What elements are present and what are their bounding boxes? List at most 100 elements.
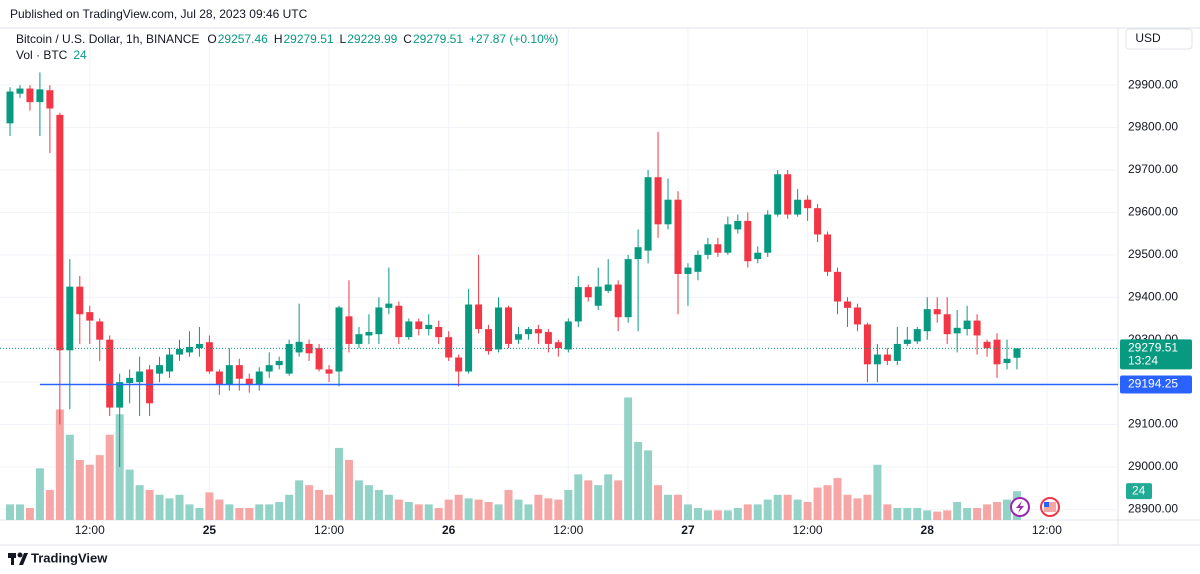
candle-body [594,286,602,306]
candle-body [784,174,792,215]
candle-body [465,304,473,372]
volume-bar [205,492,214,520]
volume-bar [145,489,154,520]
candle-body [6,91,14,124]
candle-body [614,284,622,318]
volume-bar [265,504,274,520]
volume-bar [195,507,204,520]
volume-bar [35,468,44,520]
x-tick-label: 28 [921,523,935,537]
candle-body [993,339,1001,365]
candle-body [205,342,213,372]
candle-body [365,332,373,336]
volume-bar [683,504,692,520]
volume-bar [843,494,852,520]
volume-bar [434,507,443,520]
y-tick-label: 29500.00 [1128,247,1178,261]
x-tick-label: 27 [681,523,695,537]
candle-body [445,337,453,358]
volume-bar [225,504,234,520]
candle-body [395,305,403,338]
volume-bar [394,499,403,520]
candle-body [325,369,333,374]
candle-body [56,114,64,351]
candle-body [245,378,253,385]
volume-bar [344,459,353,520]
candle-body [843,301,851,308]
candle-body [544,332,552,344]
volume-bar [444,499,453,520]
volume-bar [155,494,164,520]
candle-body [624,259,632,318]
event-icon-bolt [1016,501,1024,513]
volume-bar [544,498,553,520]
candle-body [96,321,104,340]
candle-body [524,329,532,335]
candle-body [136,371,144,383]
candle-body [873,354,881,365]
candle-body [16,88,24,94]
volume-bar [703,510,712,520]
candle-body [116,382,124,408]
x-tick-label: 12:00 [1032,523,1062,537]
volume-bar [673,494,682,520]
candle-body [724,224,732,253]
volume-bar [275,501,284,520]
candle-body [435,326,443,338]
volume-bar [534,494,543,520]
volume-bar [923,510,932,520]
candle-body [963,320,971,330]
volume-bar [15,504,24,520]
volume-bar [983,504,992,520]
volume-bar [384,494,393,520]
volume-bar [354,480,363,520]
candle-body [455,357,463,372]
volume-bar [255,504,264,520]
candle-body [285,343,293,374]
volume-title: Vol · BTC [16,48,68,62]
currency[interactable]: USD [1135,31,1161,45]
volume-bar [504,489,513,520]
volume-bar [963,507,972,520]
volume-bar [873,464,882,520]
candle-body [235,365,243,379]
volume-bar [943,510,952,520]
candle-body [46,90,54,109]
volume-value-label: 24 [1132,483,1146,497]
volume-bar [95,455,104,520]
candle-body [893,343,901,361]
candle-body [933,309,941,315]
volume-bar [484,501,493,520]
candle-body [315,348,323,370]
volume-bar [614,480,623,520]
candle-body [345,316,353,344]
volume-bar [634,441,643,520]
volume-bar [414,504,423,520]
candle-body [973,320,981,336]
volume-bar [6,504,14,520]
volume-bar [454,494,463,520]
candle-body [863,324,871,365]
candle-body [554,342,562,349]
candle-body [953,327,961,334]
volume-bar [564,489,573,520]
volume-bar [763,499,772,520]
currency-box[interactable] [1125,28,1193,50]
event-icon-flag [1044,502,1049,507]
candle-body [514,334,522,340]
hline-label-box [1120,375,1192,394]
volume-bar [364,485,373,520]
volume-bar [993,501,1002,520]
candle-body [106,339,114,408]
volume-bar [524,504,533,520]
volume-bar [55,409,64,520]
candle-body [564,321,572,350]
candle-body [215,371,223,385]
volume-bar [594,485,603,520]
volume-bar [644,450,653,520]
volume-bar [25,507,34,520]
candle-body [634,247,642,260]
countdown: 13:24 [1128,354,1158,368]
candle-body [574,287,582,322]
